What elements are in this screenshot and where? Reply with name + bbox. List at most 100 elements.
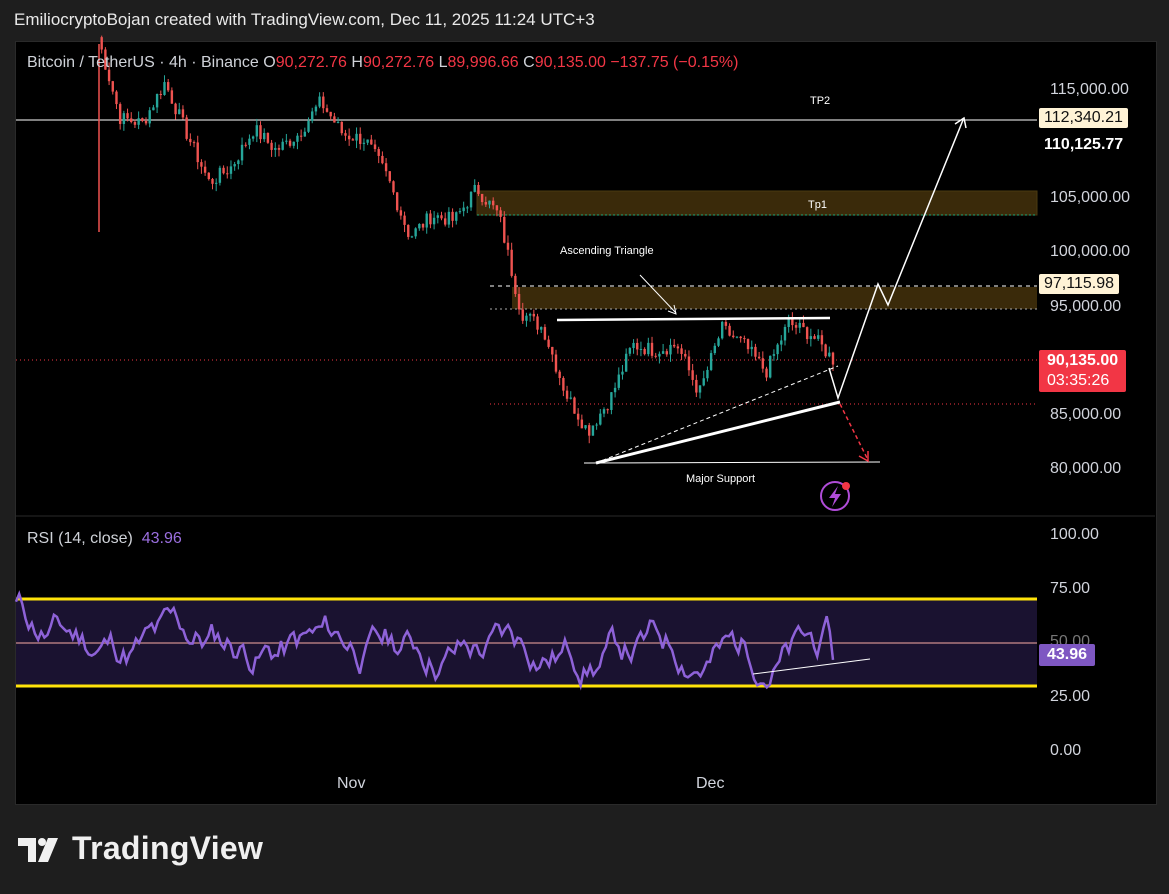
breakdown-arrow (839, 403, 869, 461)
candle-body (558, 371, 561, 378)
high-value: 90,272.76 (362, 54, 435, 71)
candle-body (107, 69, 111, 82)
candle-body (248, 138, 251, 145)
projection-arrowhead (954, 116, 967, 129)
price-tick: 100,000.00 (1050, 243, 1131, 260)
candle-body (669, 344, 672, 355)
candle-body (203, 166, 207, 173)
candle-body (506, 242, 510, 250)
candle-body (207, 172, 211, 179)
candle-body (809, 336, 813, 340)
tp2-label: TP2 (810, 95, 830, 107)
price-tick: 105,000.00 (1050, 189, 1131, 206)
candle-body (392, 181, 395, 193)
candle-body (366, 139, 369, 143)
candle-body (443, 218, 447, 225)
candle-body (318, 96, 321, 107)
candle-body (621, 371, 624, 375)
candle-body (591, 425, 595, 436)
candle-body (632, 342, 635, 349)
candle-body (255, 125, 259, 137)
candle-body (536, 316, 539, 330)
candle-body (229, 166, 233, 174)
candle-body (270, 142, 273, 150)
candle-body (118, 104, 122, 124)
candle-body (746, 339, 750, 350)
candle-body (296, 135, 299, 142)
candle-body (610, 392, 613, 410)
candle-body (547, 339, 550, 347)
symbol-name: Bitcoin / TetherUS · 4h · Binance (27, 54, 259, 71)
triangle-label: Ascending Triangle (560, 245, 654, 257)
candle-body (377, 149, 380, 156)
candle-body (355, 133, 358, 141)
candle-body (636, 342, 639, 350)
inner-trend-dashed (595, 365, 839, 464)
candle-body (684, 353, 687, 357)
candle-body (274, 147, 277, 150)
major-support-line (583, 461, 881, 464)
candle-body (130, 118, 133, 123)
candle-body (521, 309, 524, 321)
candle-body (288, 140, 292, 146)
triangle-label-arrow (639, 274, 677, 314)
tp1-zone (476, 190, 1038, 216)
tradingview-brand[interactable]: TradingView (18, 830, 263, 867)
candle-body (554, 354, 558, 372)
price-tick: 80,000.00 (1050, 460, 1122, 477)
candle-body (765, 368, 768, 378)
candle-body (447, 211, 451, 225)
candle-body (148, 110, 151, 124)
candle-body (802, 322, 805, 328)
candle-body (658, 353, 661, 357)
candle-body (311, 111, 314, 121)
candle-body (569, 397, 572, 399)
candle-body (672, 344, 676, 347)
candle-body (624, 353, 628, 372)
rsi-line (14, 590, 835, 691)
candle-body (307, 120, 310, 132)
candle-body (595, 424, 598, 426)
candle-body (351, 139, 355, 141)
candle-body (709, 353, 713, 370)
candle-body (576, 413, 580, 420)
candle-body (133, 122, 137, 125)
candle-body (200, 162, 203, 167)
candle-body (370, 139, 373, 145)
candle-body (458, 211, 462, 213)
candle-body (503, 216, 506, 243)
candle-body (828, 352, 831, 357)
candle-body (665, 351, 668, 355)
candle-body (185, 117, 188, 139)
price-tick: 115,000.00 (1050, 81, 1129, 98)
candle-body (499, 210, 502, 217)
candle-body (717, 338, 720, 346)
projection-path (828, 119, 964, 401)
candle-body (292, 141, 295, 146)
candle-body (495, 205, 499, 211)
candle-body (347, 135, 351, 140)
candle-body (573, 397, 576, 414)
candle-body (602, 409, 606, 414)
candle-body (432, 217, 436, 225)
candle-body (425, 213, 428, 228)
candle-body (698, 385, 702, 393)
candle-body (104, 49, 107, 70)
candle-body (244, 144, 247, 146)
candle-body (344, 133, 347, 136)
candle-body (702, 378, 705, 386)
candle-body (732, 335, 735, 338)
candle-body (122, 113, 126, 124)
candle-body (780, 340, 783, 345)
lightning-icon[interactable] (820, 481, 850, 511)
change-value: −137.75 (−0.15%) (610, 54, 739, 71)
candle-body (421, 223, 425, 228)
candle-body (798, 322, 801, 328)
candle-body (237, 160, 240, 165)
candle-body (743, 338, 746, 340)
candle-body (676, 346, 680, 349)
candle-body (484, 202, 488, 205)
candle-body (543, 327, 547, 340)
candle-body (787, 319, 790, 327)
